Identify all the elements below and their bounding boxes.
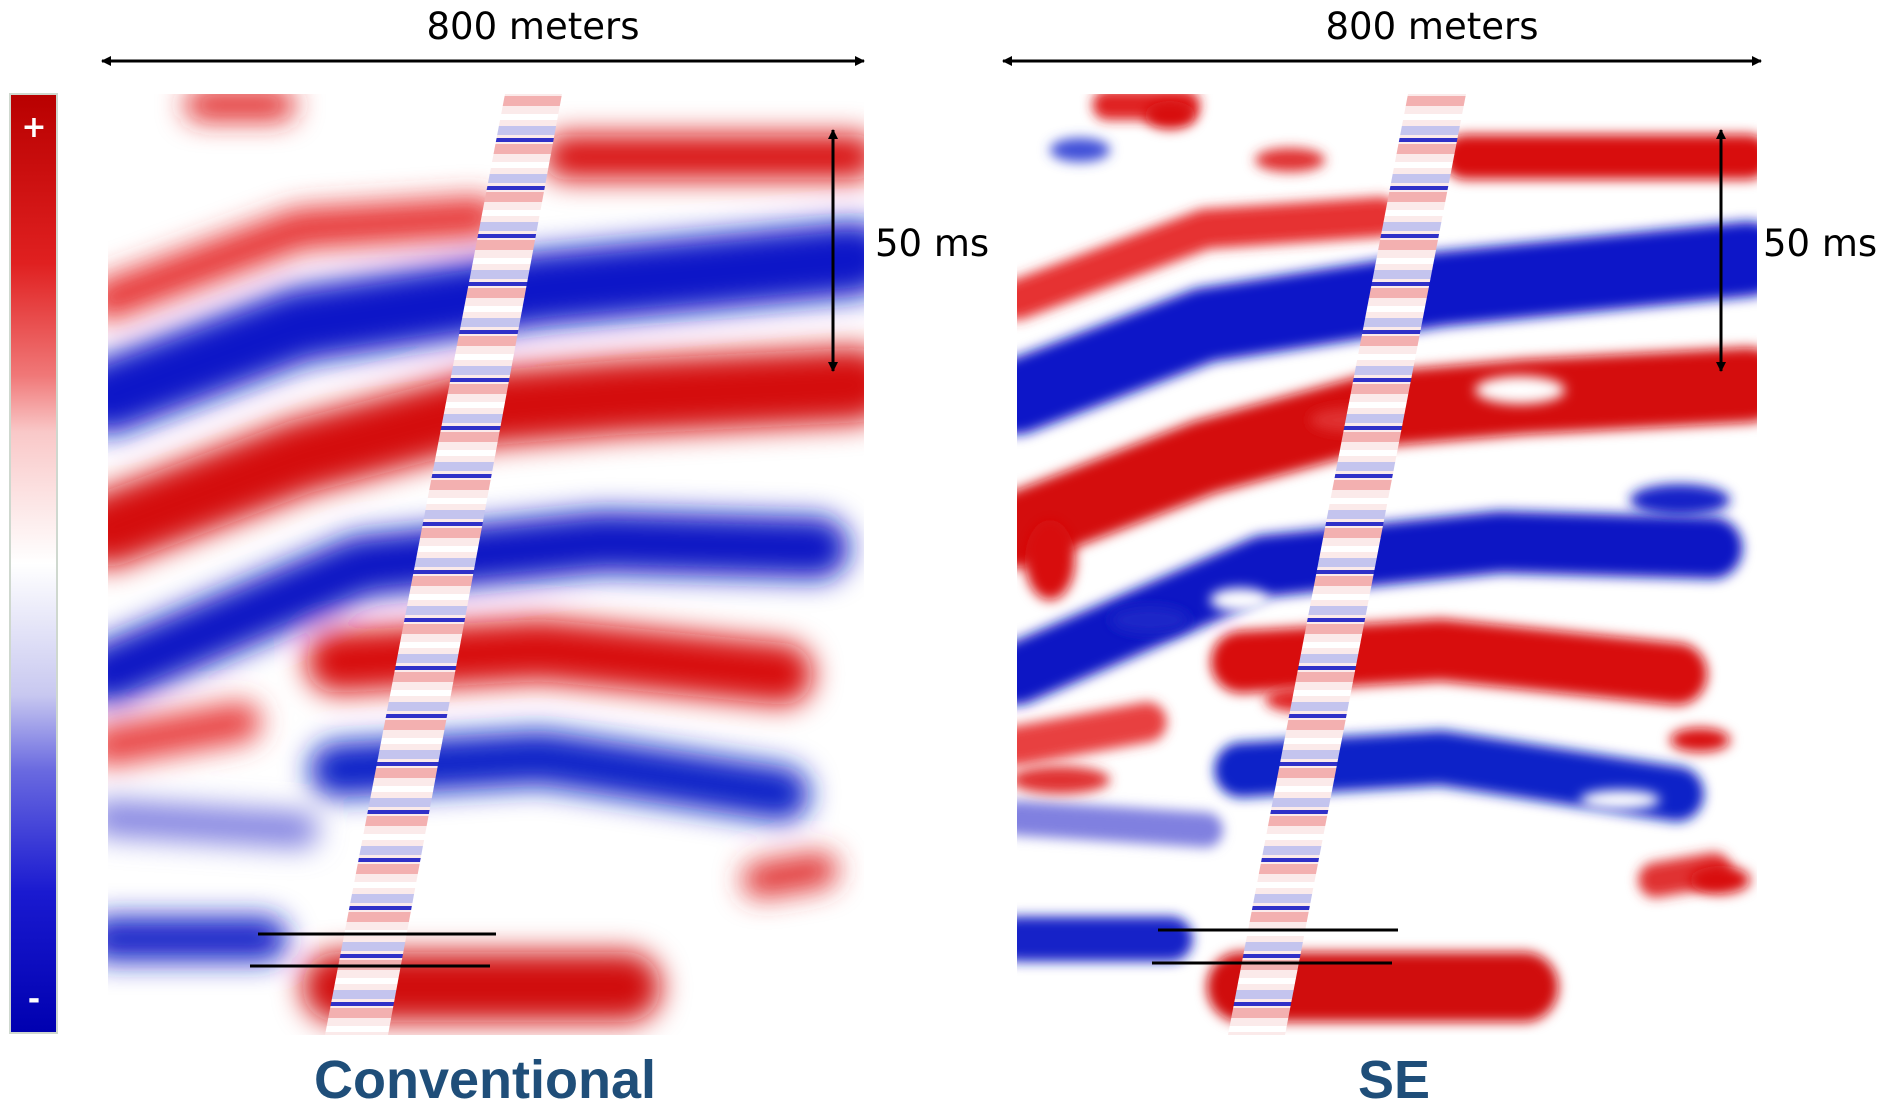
panel-label: SE [1358,1050,1430,1106]
seismic-panel-conventional [108,94,864,1035]
time-label: 50 ms [1763,222,1877,265]
distance-label: 800 meters [1326,5,1539,48]
time-label: 50 ms [875,222,989,265]
colorbar-min: - [28,982,40,1017]
distance-label: 800 meters [427,5,640,48]
colorbar [9,93,58,1034]
seismic-panel-se [1017,94,1757,1035]
colorbar-max: + [21,110,46,145]
panel-label: Conventional [314,1050,656,1106]
